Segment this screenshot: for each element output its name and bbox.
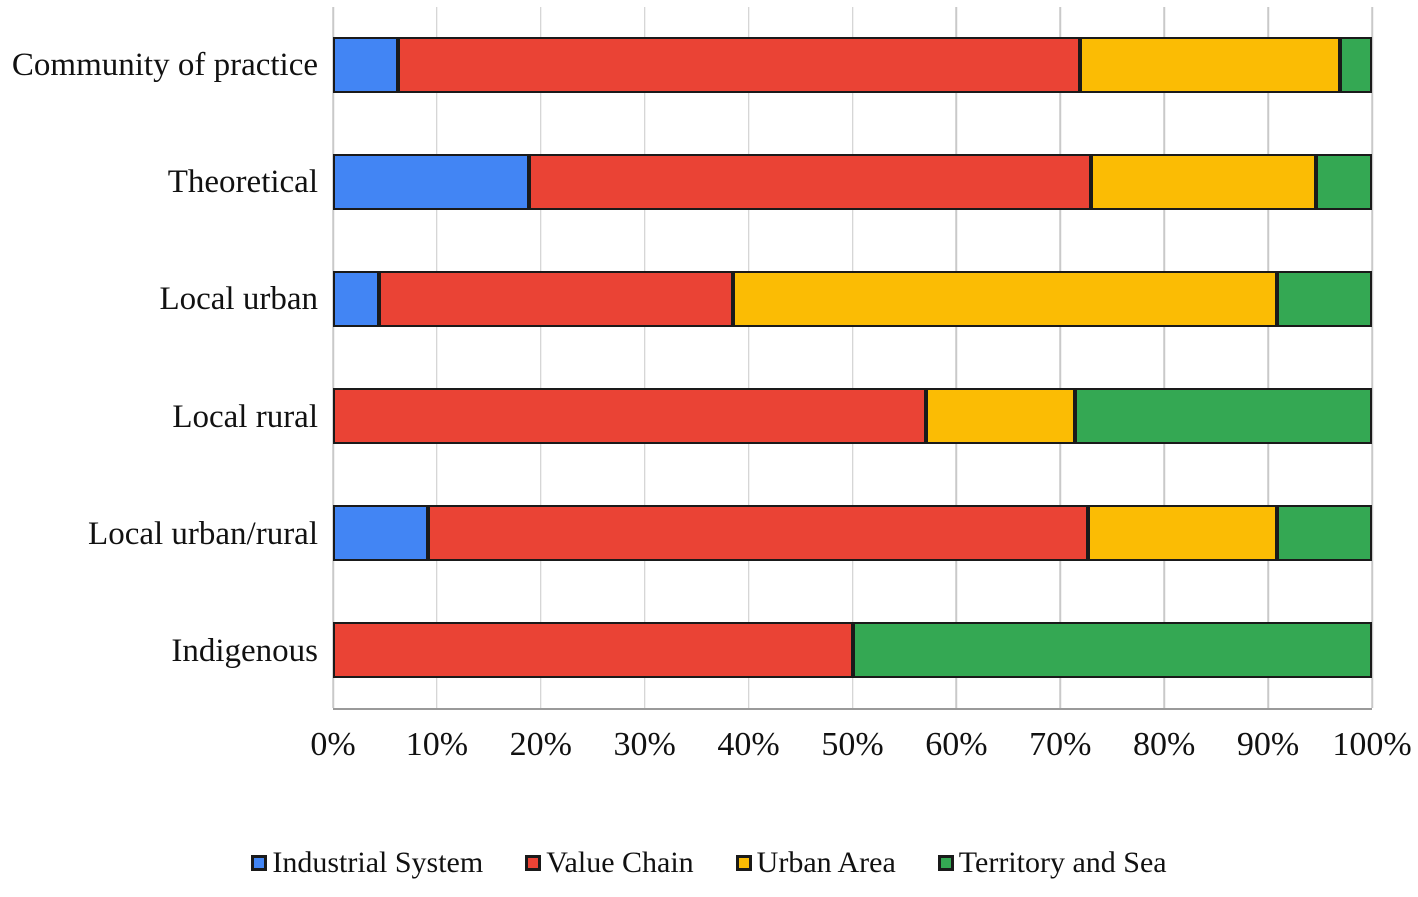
- bar-segment: [1315, 154, 1372, 211]
- gridline-0: [332, 7, 334, 708]
- x-tick-label: 10%: [405, 726, 469, 763]
- legend-item: Urban Area: [735, 846, 896, 880]
- x-tick-label: 60%: [925, 726, 988, 763]
- x-tick-label: 0%: [310, 726, 356, 763]
- bar-segment: [427, 504, 1089, 561]
- x-tick-label: 90%: [1236, 726, 1300, 763]
- x-tick-label: 50%: [821, 726, 884, 763]
- x-tick-label: 80%: [1133, 726, 1196, 763]
- bar-segment: [333, 621, 853, 678]
- legend-label: Value Chain: [546, 846, 694, 879]
- legend-item: Territory and Sea: [937, 846, 1167, 880]
- legend-label: Territory and Sea: [958, 846, 1167, 879]
- bar-segment: [333, 504, 428, 561]
- bar-row: [333, 154, 1372, 211]
- bar-segment: [333, 271, 379, 328]
- gridline-90: [1267, 7, 1269, 708]
- bar-segment: [333, 154, 530, 211]
- category-label: Local urban/rural: [88, 515, 318, 552]
- gridline-10: [436, 7, 438, 708]
- bar-segment: [398, 37, 1081, 94]
- bar-segment: [378, 271, 733, 328]
- bar-segment: [1277, 504, 1372, 561]
- legend-swatch-icon: [251, 855, 268, 871]
- bar-row: [333, 504, 1372, 561]
- legend-swatch-icon: [735, 855, 752, 871]
- gridline-60: [955, 7, 958, 708]
- gridline-50: [851, 7, 854, 708]
- x-tick-label: 30%: [613, 726, 676, 763]
- bar-row: [333, 387, 1372, 444]
- x-tick-label: 70%: [1029, 726, 1092, 763]
- category-axis-labels: Community of practice Theoretical Local ur…: [0, 7, 318, 710]
- bar-segment: [529, 154, 1092, 211]
- bar-segment: [1074, 387, 1372, 444]
- bar-segment: [1088, 504, 1278, 561]
- bar-segment: [852, 621, 1372, 678]
- legend-swatch-icon: [937, 855, 954, 871]
- category-label: Indigenous: [171, 632, 318, 669]
- bar-segment: [926, 387, 1075, 444]
- x-tick-label: 40%: [717, 726, 780, 763]
- legend-label: Industrial System: [272, 846, 484, 879]
- gridline-30: [643, 7, 646, 708]
- legend-swatch-icon: [525, 855, 542, 871]
- bar-segment: [733, 271, 1278, 328]
- category-label: Theoretical: [167, 164, 318, 201]
- bars-container: [333, 7, 1372, 708]
- legend: Industrial System Value Chain Urban Area Te…: [0, 846, 1418, 880]
- gridline-80: [1163, 7, 1165, 708]
- bar-segment: [1091, 154, 1316, 211]
- bar-segment: [1277, 271, 1372, 328]
- gridline-100: [1371, 7, 1373, 708]
- legend-label: Urban Area: [756, 846, 896, 879]
- bar-row: [333, 271, 1372, 328]
- category-label: Local urban: [159, 281, 318, 318]
- bar-segment: [1080, 37, 1340, 94]
- bar-segment: [333, 387, 927, 444]
- gridline-70: [1059, 7, 1062, 708]
- x-axis: 0% 10% 20% 30% 40% 50% 60% 70% 80% 90% 100%: [310, 726, 1411, 774]
- gridline-40: [747, 7, 750, 708]
- category-label: Local rural: [172, 398, 318, 435]
- gridlines: [332, 7, 1373, 708]
- bar-segment: [333, 37, 399, 94]
- x-tick-label: 100%: [1332, 726, 1412, 763]
- x-tick-label: 20%: [509, 726, 572, 763]
- plot-area: [332, 7, 1373, 710]
- category-label: Community of practice: [11, 47, 318, 84]
- legend-item: Industrial System: [251, 846, 483, 880]
- bar-segment: [1339, 37, 1372, 94]
- bar-row: [333, 37, 1372, 94]
- bar-row: [333, 621, 1372, 678]
- legend-item: Value Chain: [525, 846, 694, 880]
- gridline-20: [540, 7, 542, 708]
